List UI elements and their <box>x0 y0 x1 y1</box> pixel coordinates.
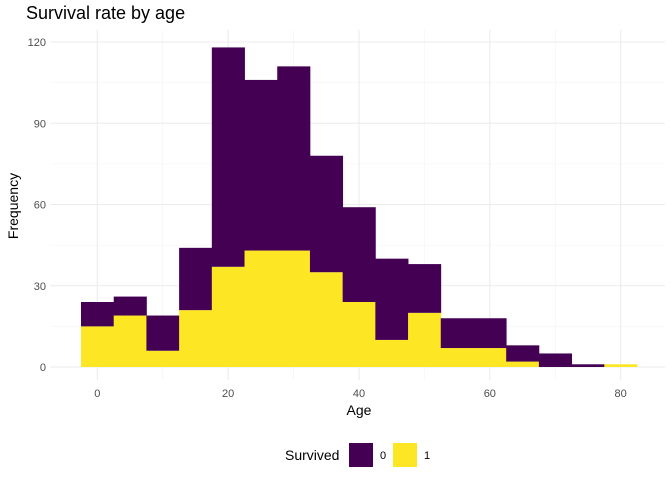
bar-survived-0 <box>375 258 409 340</box>
x-tick-label: 80 <box>615 388 627 400</box>
bar-survived-0 <box>309 155 344 273</box>
bar-survived-1 <box>309 272 344 367</box>
bar-survived-0 <box>342 207 376 302</box>
chart-title: Survival rate by age <box>26 3 185 23</box>
bar-survived-0 <box>571 364 605 367</box>
bar-survived-0 <box>179 247 213 311</box>
bar-survived-0 <box>81 302 115 327</box>
y-tick-label: 60 <box>34 200 46 212</box>
legend: Survived 0 1 <box>285 443 430 467</box>
bar-survived-1 <box>244 250 278 367</box>
x-tick-label: 20 <box>222 388 234 400</box>
legend-swatch-1 <box>393 443 417 467</box>
y-axis-ticks: 0 30 60 90 120 <box>28 37 46 374</box>
bar-survived-0 <box>538 353 572 367</box>
x-tick-label: 40 <box>353 388 365 400</box>
bar-survived-1 <box>81 326 115 367</box>
bar-survived-1 <box>146 350 180 367</box>
bar-survived-0 <box>473 318 507 349</box>
bar-survived-1 <box>211 266 245 367</box>
legend-title: Survived <box>285 447 339 463</box>
bar-survived-0 <box>440 318 474 349</box>
legend-label-0: 0 <box>380 450 386 462</box>
bar-survived-0 <box>211 47 245 267</box>
bar-survived-0 <box>408 264 442 313</box>
bar-survived-1 <box>179 310 213 367</box>
y-tick-label: 120 <box>28 37 46 49</box>
y-tick-label: 90 <box>34 118 46 130</box>
bar-survived-1 <box>473 348 507 367</box>
y-tick-label: 30 <box>34 281 46 293</box>
x-axis-ticks: 0 20 40 60 80 <box>94 388 626 400</box>
legend-label-1: 1 <box>424 450 430 462</box>
bar-survived-1 <box>375 339 409 367</box>
bar-survived-0 <box>113 296 147 316</box>
bar-survived-0 <box>506 345 540 362</box>
bar-survived-1 <box>440 348 474 367</box>
plot-panel <box>50 30 665 380</box>
x-tick-label: 60 <box>484 388 496 400</box>
bar-survived-1 <box>113 315 147 367</box>
bar-survived-0 <box>244 79 278 251</box>
bar-survived-1 <box>342 302 376 367</box>
bar-survived-1 <box>506 361 540 367</box>
legend-swatch-0 <box>349 443 373 467</box>
bar-survived-1 <box>408 312 442 367</box>
y-tick-label: 0 <box>40 362 46 374</box>
x-tick-label: 0 <box>94 388 100 400</box>
bar-survived-1 <box>604 364 638 367</box>
x-axis-title: Age <box>347 402 372 418</box>
y-axis-title: Frequency <box>5 173 21 239</box>
bar-survived-1 <box>277 250 311 367</box>
bar-survived-0 <box>146 315 180 351</box>
bar-survived-0 <box>277 66 311 251</box>
histogram-bars <box>81 47 638 367</box>
